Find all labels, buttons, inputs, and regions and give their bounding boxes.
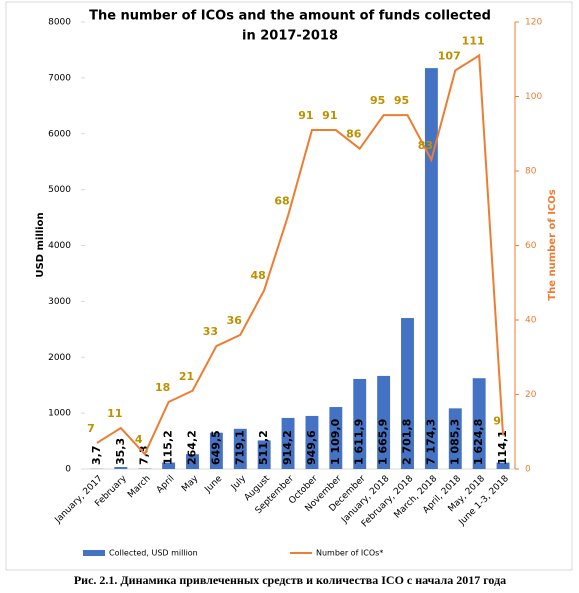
line-value-label: 18 bbox=[155, 381, 170, 394]
bar-value-label: 1 611,9 bbox=[353, 419, 366, 465]
line-value-label: 21 bbox=[179, 370, 194, 383]
line-value-label: 83 bbox=[418, 139, 433, 152]
bar bbox=[233, 428, 247, 469]
legend-label: Number of ICOs* bbox=[316, 549, 383, 558]
bar bbox=[257, 440, 271, 469]
y-tick-label: 8000 bbox=[48, 18, 71, 28]
y2-tick-label: 120 bbox=[525, 18, 542, 28]
bar-value-label: 914,2 bbox=[281, 430, 294, 465]
line-value-label: 95 bbox=[394, 94, 409, 107]
y-axis-label: USD million bbox=[35, 212, 46, 277]
caption: Рис. 2.1. Динамика привлеченных средств … bbox=[74, 573, 506, 587]
bar bbox=[401, 318, 414, 469]
bar bbox=[209, 432, 223, 469]
y2-tick-label: 80 bbox=[525, 167, 537, 177]
line-value-label: 48 bbox=[251, 269, 266, 282]
y-tick-label: 6000 bbox=[48, 129, 71, 139]
y2-tick-label: 100 bbox=[525, 92, 542, 102]
bar-value-label: 2 701,8 bbox=[401, 419, 414, 465]
y-tick-label: 3000 bbox=[48, 297, 71, 307]
bar-value-label: 115,2 bbox=[162, 430, 175, 465]
chart-frame bbox=[5, 1, 573, 571]
bar-value-label: 114,1 bbox=[496, 430, 509, 465]
line-value-label: 111 bbox=[462, 35, 485, 48]
y2-tick-label: 20 bbox=[525, 390, 537, 400]
line-value-label: 68 bbox=[274, 195, 289, 208]
bar bbox=[186, 454, 199, 469]
line-value-label: 95 bbox=[370, 94, 385, 107]
line-value-label: 11 bbox=[107, 407, 122, 420]
bar bbox=[472, 378, 486, 469]
bar-value-label: 1 085,3 bbox=[448, 419, 461, 465]
bar-value-label: 949,6 bbox=[305, 430, 318, 465]
bar bbox=[162, 462, 176, 469]
bar-value-label: 7 174,3 bbox=[424, 419, 437, 465]
y-tick-label: 2000 bbox=[48, 353, 71, 363]
bar-value-label: 264,2 bbox=[186, 430, 199, 465]
y-tick-label: 0 bbox=[65, 465, 71, 475]
bar bbox=[305, 415, 319, 469]
line-value-label: 107 bbox=[438, 49, 461, 62]
bar-value-label: 719,1 bbox=[233, 430, 246, 465]
bar-value-label: 1 109,0 bbox=[329, 418, 342, 465]
bar-value-label: 35,3 bbox=[114, 438, 127, 465]
bar bbox=[448, 408, 462, 469]
line-value-label: 33 bbox=[203, 325, 218, 338]
y2-tick-label: 0 bbox=[525, 465, 531, 475]
line-value-label: 4 bbox=[135, 433, 143, 446]
line-value-label: 86 bbox=[346, 128, 362, 141]
line bbox=[96, 53, 505, 456]
line-value-label: 9 bbox=[493, 414, 501, 427]
y-tick-label: 1000 bbox=[48, 409, 71, 419]
bar bbox=[281, 417, 295, 469]
bar bbox=[424, 68, 438, 469]
bar-value-label: 3,7 bbox=[90, 446, 103, 466]
legend-swatch bbox=[83, 550, 105, 556]
y2-tick-label: 40 bbox=[525, 316, 537, 326]
bar-value-label: 649,5 bbox=[209, 430, 222, 465]
bar-value-label: 1 624,8 bbox=[472, 419, 485, 465]
bar bbox=[377, 375, 391, 469]
bar-value-label: 1 665,9 bbox=[377, 419, 390, 465]
chart-title: The number of ICOs and the amount of fun… bbox=[89, 9, 491, 24]
bar bbox=[114, 467, 128, 469]
y-tick-label: 4000 bbox=[48, 241, 71, 251]
chart-title: in 2017-2018 bbox=[242, 29, 338, 44]
legend-label: Collected, USD million bbox=[109, 549, 198, 558]
bar-value-label: 511,2 bbox=[257, 430, 270, 465]
y-tick-label: 7000 bbox=[48, 73, 71, 83]
bar bbox=[496, 462, 510, 469]
bar bbox=[353, 378, 367, 469]
line-value-label: 36 bbox=[227, 314, 243, 327]
line-value-label: 7 bbox=[87, 422, 95, 435]
y2-tick-label: 60 bbox=[525, 241, 537, 251]
y-tick-label: 5000 bbox=[48, 185, 71, 195]
bar bbox=[329, 407, 343, 469]
line-value-label: 91 bbox=[298, 109, 313, 122]
y2-axis-label: The number of ICOs bbox=[547, 189, 558, 300]
line-value-label: 91 bbox=[322, 109, 337, 122]
